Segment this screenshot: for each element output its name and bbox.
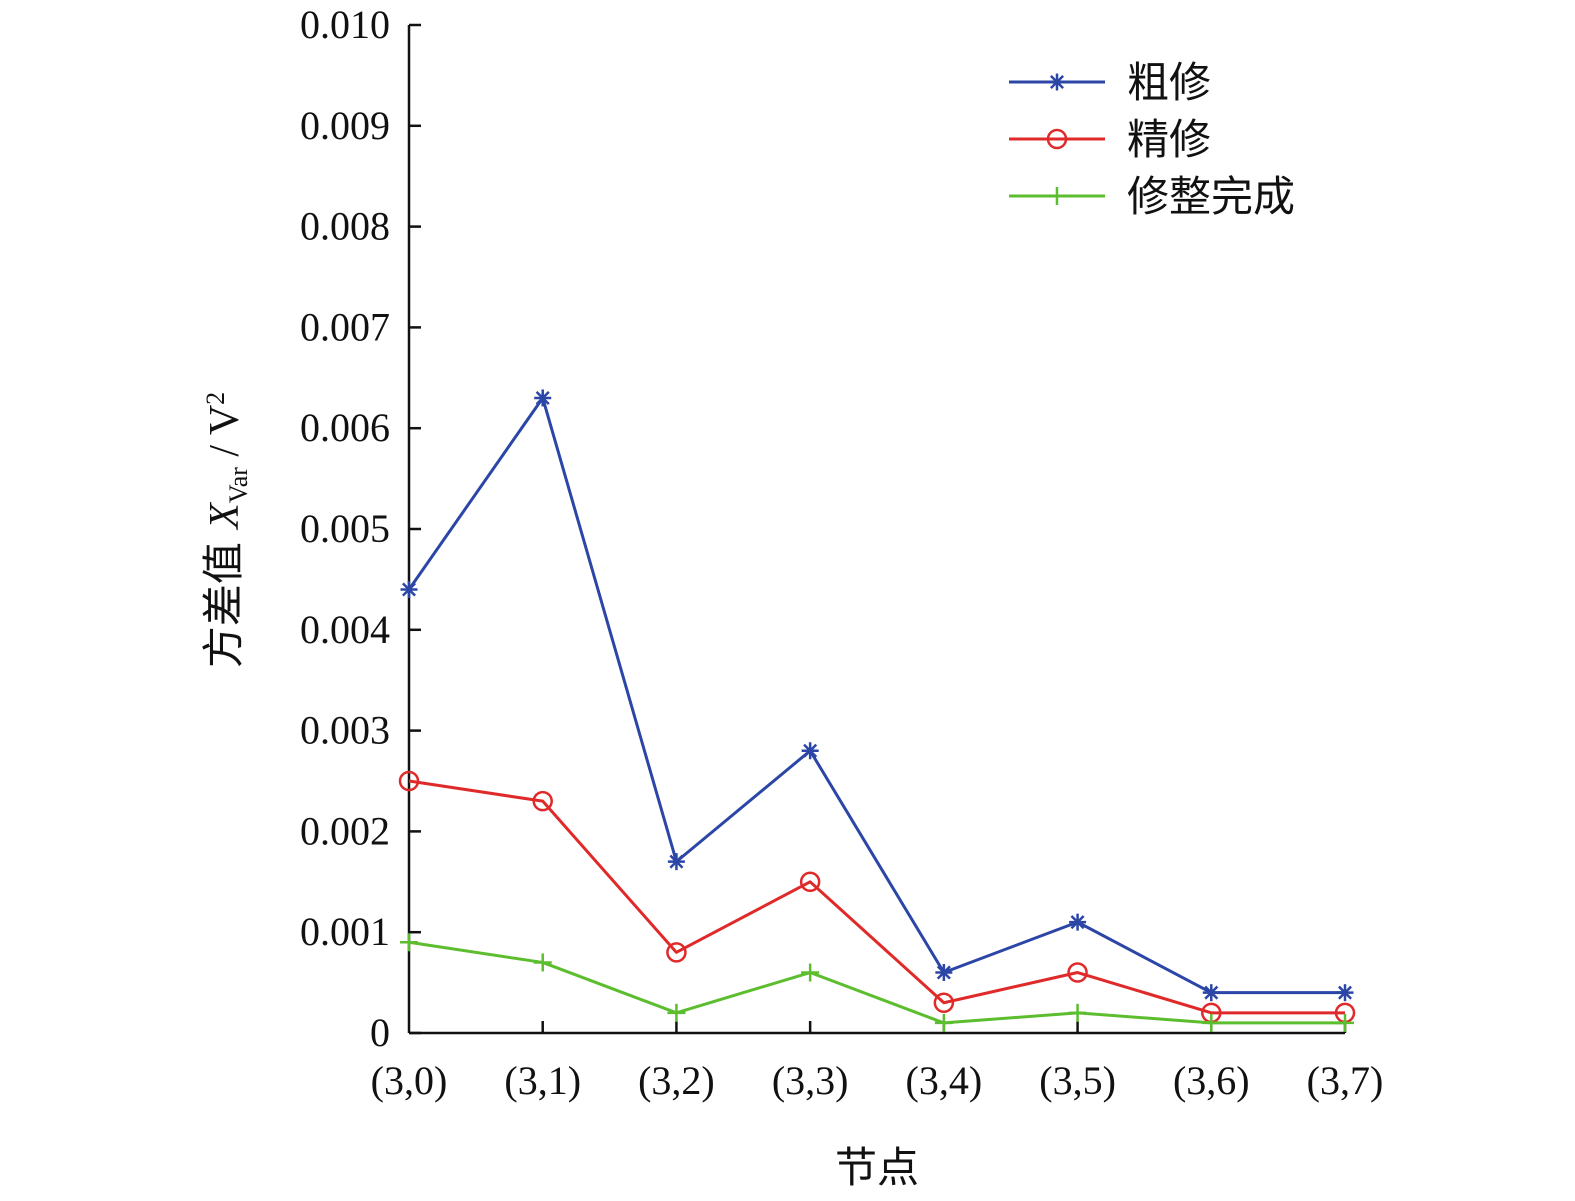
y-tick-label: 0.007 — [300, 304, 390, 349]
y-tick-label: 0.003 — [300, 708, 390, 753]
legend-marker — [1046, 128, 1068, 150]
series-line — [408, 779, 1345, 1015]
y-axis-title-sup: 2 — [201, 392, 230, 405]
data-point — [1336, 1013, 1354, 1032]
data-point — [935, 964, 953, 982]
legend-label: 精修 — [1127, 115, 1211, 164]
x-tick-label: (3,4) — [906, 1058, 983, 1103]
y-axis-title-sub: Var — [224, 467, 253, 503]
legend-item: 修整完成 — [1009, 172, 1295, 221]
data-point — [934, 1013, 953, 1032]
data-point — [1068, 1003, 1087, 1022]
data-point — [799, 871, 821, 893]
data-point — [532, 790, 553, 812]
x-axis-title: 节点 — [835, 1143, 919, 1192]
data-point — [1069, 913, 1087, 931]
x-tick-label: (3,3) — [772, 1058, 849, 1103]
series-1 — [400, 389, 1354, 1002]
data-point — [533, 953, 552, 972]
y-tick-label: 0.006 — [300, 405, 390, 450]
series-layer — [398, 389, 1356, 1032]
y-tick-label: 0.008 — [300, 204, 390, 249]
x-tick-label: (3,6) — [1173, 1058, 1250, 1103]
data-point — [667, 1003, 686, 1022]
data-point — [1202, 1013, 1221, 1032]
y-tick-label: 0.009 — [300, 103, 390, 148]
x-tick-label: (3,0) — [371, 1058, 448, 1103]
y-tick-label: 0 — [370, 1010, 390, 1055]
legend-marker — [1048, 73, 1066, 91]
y-axis-title: 方差值 XVar / V2 — [199, 392, 253, 668]
y-ticks: 0 0.001 0.002 0.003 0.004 0.005 0.006 0.007 0.00… — [300, 2, 421, 1055]
legend-label: 修整完成 — [1127, 172, 1295, 221]
y-tick-label: 0.002 — [300, 808, 390, 853]
y-tick-label: 0.001 — [300, 909, 390, 954]
series-3 — [400, 933, 1354, 1032]
data-point — [400, 580, 418, 598]
series-line — [408, 940, 1345, 1025]
x-tick-label: (3,2) — [638, 1058, 715, 1103]
y-axis-title-prefix: 方差值 — [199, 529, 248, 668]
y-tick-label: 0.010 — [300, 2, 390, 47]
data-point — [400, 933, 418, 952]
data-point — [801, 742, 819, 760]
x-tick-label: (3,5) — [1039, 1058, 1116, 1103]
data-point — [534, 389, 552, 407]
legend-label: 粗修 — [1127, 58, 1211, 107]
x-ticks: (3,0) (3,1) (3,2) (3,3) (3,4) (3,5) (3,6) (3,7) — [371, 1021, 1384, 1103]
data-point — [1202, 984, 1220, 1002]
legend-marker — [1048, 187, 1066, 205]
data-point — [666, 942, 687, 963]
legend-item: 精修 — [1009, 115, 1211, 164]
data-point — [1067, 962, 1088, 983]
x-tick-label: (3,7) — [1307, 1058, 1384, 1103]
data-point — [933, 992, 955, 1014]
data-point — [801, 963, 820, 982]
data-point — [398, 770, 420, 792]
data-point — [667, 853, 685, 871]
y-axis-title-sep: / V — [202, 405, 248, 467]
data-point — [1336, 984, 1354, 1002]
legend-item: 粗修 — [1009, 58, 1211, 107]
y-axis-title-var: X — [202, 501, 248, 531]
y-tick-label: 0.004 — [300, 607, 390, 652]
y-tick-label: 0.005 — [300, 506, 390, 551]
series-line — [407, 396, 1345, 995]
x-tick-label: (3,1) — [504, 1058, 581, 1103]
